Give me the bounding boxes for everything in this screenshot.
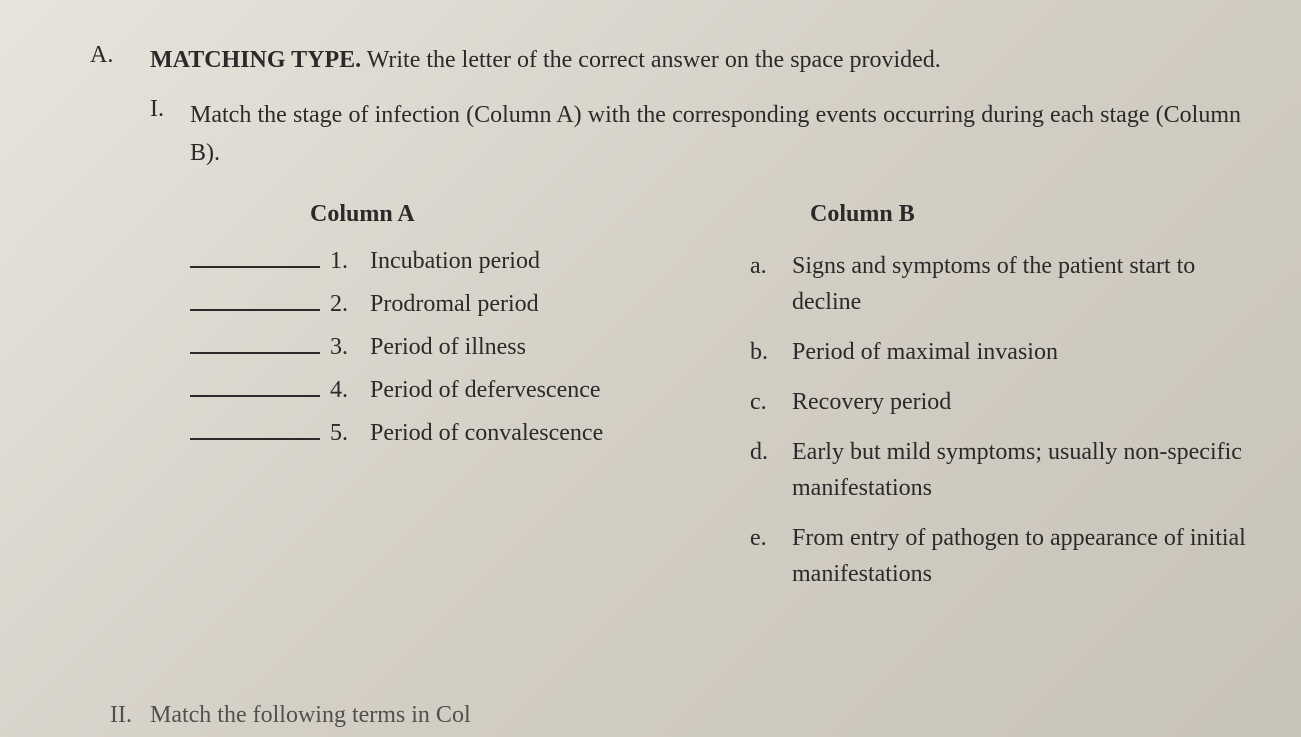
answer-blank[interactable] — [190, 352, 320, 354]
item-text: Recovery period — [792, 384, 1261, 420]
list-item: 2. Prodromal period — [190, 291, 750, 318]
list-item: b. Period of maximal invasion — [750, 334, 1261, 370]
next-section-text: Match the following terms in Col — [150, 702, 471, 728]
item-number: 4. — [330, 377, 354, 404]
next-section-partial: II. Match the following terms in Col — [110, 702, 471, 729]
list-item: c. Recovery period — [750, 384, 1261, 420]
column-a: Column A 1. Incubation period 2. Prodrom… — [190, 201, 750, 606]
item-number: 1. — [330, 248, 354, 275]
answer-blank[interactable] — [190, 309, 320, 311]
list-item: a. Signs and symptoms of the patient sta… — [750, 248, 1261, 320]
subsection-marker: I. — [150, 96, 164, 123]
list-item: 3. Period of illness — [190, 334, 750, 361]
subsection-instruction: Match the stage of infection (Column A) … — [190, 96, 1261, 173]
instruction-title: MATCHING TYPE. — [150, 47, 361, 73]
item-text: Period of defervescence — [370, 377, 601, 404]
answer-blank[interactable] — [190, 438, 320, 440]
section-marker: A. — [90, 42, 113, 69]
item-text: Incubation period — [370, 248, 540, 275]
item-text: From entry of pathogen to appearance of … — [792, 520, 1261, 592]
item-number: 2. — [330, 291, 354, 318]
item-letter: b. — [750, 334, 774, 370]
list-item: e. From entry of pathogen to appearance … — [750, 520, 1261, 592]
item-text: Period of maximal invasion — [792, 334, 1261, 370]
answer-blank[interactable] — [190, 395, 320, 397]
matching-columns: Column A 1. Incubation period 2. Prodrom… — [190, 201, 1261, 606]
next-section-marker: II. — [110, 702, 132, 728]
list-item: 4. Period of defervescence — [190, 377, 750, 404]
item-letter: a. — [750, 248, 774, 284]
item-text: Signs and symptoms of the patient start … — [792, 248, 1261, 320]
list-item: d. Early but mild symptoms; usually non-… — [750, 434, 1261, 506]
list-item: 5. Period of convalescence — [190, 420, 750, 447]
answer-blank[interactable] — [190, 266, 320, 268]
column-b: Column B a. Signs and symptoms of the pa… — [750, 201, 1261, 606]
instruction-rest: Write the letter of the correct answer o… — [361, 47, 941, 73]
item-text: Early but mild symptoms; usually non-spe… — [792, 434, 1261, 506]
column-a-header: Column A — [190, 201, 750, 228]
item-letter: d. — [750, 434, 774, 470]
item-number: 5. — [330, 420, 354, 447]
item-letter: c. — [750, 384, 774, 420]
item-text: Prodromal period — [370, 291, 539, 318]
column-b-header: Column B — [750, 201, 1261, 228]
item-text: Period of convalescence — [370, 420, 603, 447]
list-item: 1. Incubation period — [190, 248, 750, 275]
item-text: Period of illness — [370, 334, 526, 361]
item-number: 3. — [330, 334, 354, 361]
main-instruction: MATCHING TYPE. Write the letter of the c… — [150, 42, 1261, 78]
item-letter: e. — [750, 520, 774, 556]
